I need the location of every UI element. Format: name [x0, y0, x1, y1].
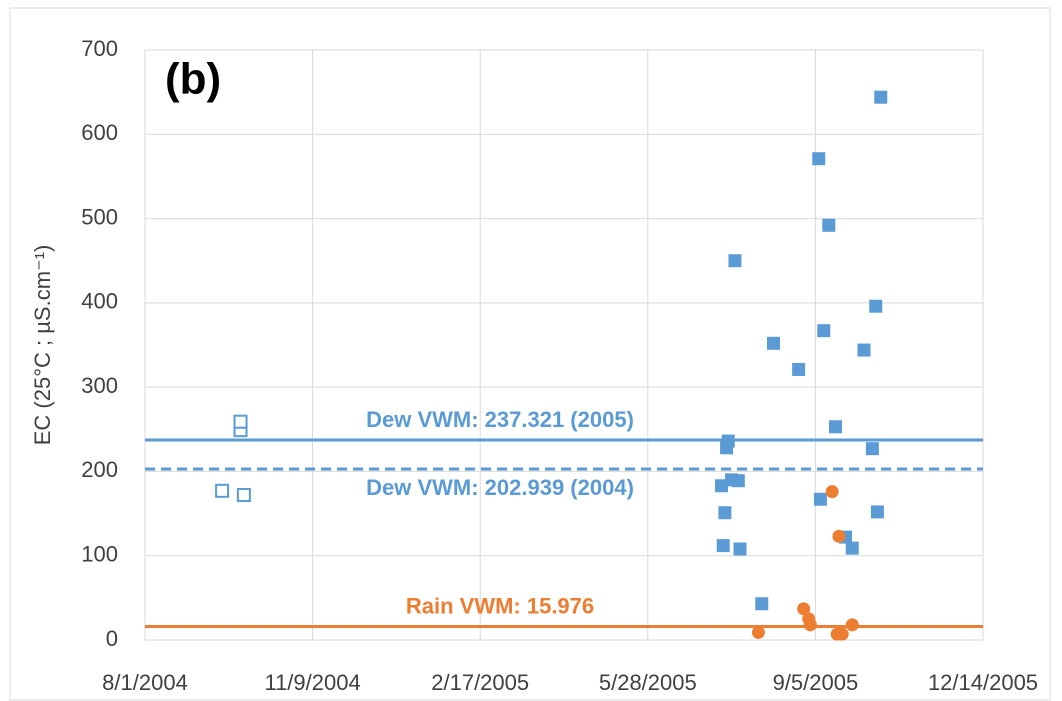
x-tick-label: 11/9/2004: [264, 670, 360, 695]
point: [215, 483, 230, 498]
point: [236, 488, 251, 503]
point: [803, 618, 817, 632]
point: [845, 618, 859, 632]
point: [733, 542, 747, 556]
x-tick-label: 9/5/2005: [773, 670, 859, 695]
point: [845, 541, 859, 555]
point: [813, 492, 827, 506]
reference-label: Rain VWM: 15.976: [406, 593, 594, 618]
x-tick-label: 8/1/2004: [102, 670, 188, 695]
point: [720, 441, 734, 455]
point: [857, 343, 871, 357]
reference-label: Dew VWM: 237.321 (2005): [366, 407, 634, 432]
point: [812, 152, 826, 166]
y-tick-label: 700: [81, 36, 118, 61]
y-tick-label: 500: [81, 204, 118, 229]
point: [874, 90, 888, 104]
y-tick-label: 300: [81, 373, 118, 398]
x-tick-label: 2/17/2005: [431, 670, 529, 695]
x-tick-label: 5/28/2005: [599, 670, 697, 695]
point: [870, 505, 884, 519]
point: [728, 254, 742, 268]
y-tick-label: 100: [81, 542, 118, 567]
y-axis-label: EC (25°C ; µS.cm⁻¹): [30, 245, 55, 446]
point: [825, 485, 839, 499]
panel-label: (b): [165, 55, 221, 104]
y-tick-label: 600: [81, 120, 118, 145]
point: [832, 529, 846, 543]
chart-frame: [9, 7, 1051, 701]
point: [233, 414, 248, 429]
point: [751, 625, 765, 639]
point: [869, 299, 883, 313]
y-tick-label: 200: [81, 457, 118, 482]
y-tick-label: 400: [81, 289, 118, 314]
point: [715, 479, 729, 493]
reference-label: Dew VWM: 202.939 (2004): [366, 475, 634, 500]
y-tick-label: 0: [106, 626, 118, 651]
point: [829, 420, 843, 434]
point: [792, 362, 806, 376]
point: [716, 539, 730, 553]
point: [731, 474, 745, 488]
point: [835, 627, 849, 641]
point: [865, 442, 879, 456]
point: [817, 324, 831, 338]
point: [797, 602, 811, 616]
point: [718, 506, 732, 520]
point: [755, 597, 769, 611]
point: [767, 336, 780, 350]
point: [822, 218, 836, 232]
x-tick-label: 12/14/2005: [928, 670, 1038, 695]
